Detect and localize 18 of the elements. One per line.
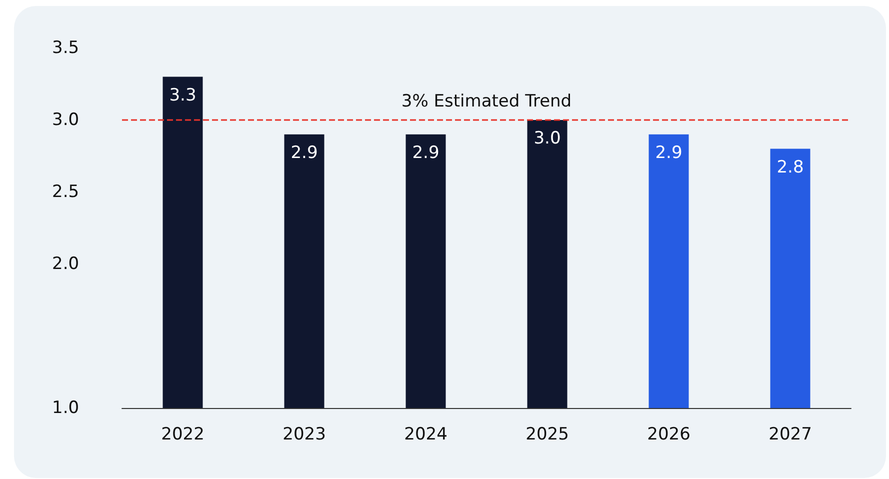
y-tick-label: 2.5 bbox=[52, 182, 80, 202]
x-tick-label: 2025 bbox=[526, 424, 569, 444]
data-label: 2.8 bbox=[776, 157, 804, 178]
x-tick-label: 2027 bbox=[768, 424, 812, 444]
y-tick-label: 2.0 bbox=[52, 254, 80, 274]
ref-line-label: 3% Estimated Trend bbox=[401, 92, 572, 112]
data-label: 3.0 bbox=[534, 128, 561, 148]
x-tick-label: 2023 bbox=[282, 424, 326, 444]
data-label: 2.9 bbox=[655, 142, 682, 163]
data-label: 2.9 bbox=[290, 142, 318, 163]
x-tick-label: 2026 bbox=[647, 424, 690, 444]
y-tick-label: 3.0 bbox=[52, 110, 80, 130]
y-tick-label: 1.0 bbox=[52, 398, 80, 418]
y-tick-label: 3.5 bbox=[52, 38, 80, 58]
data-label: 2.9 bbox=[412, 142, 440, 163]
data-label: 3.3 bbox=[169, 85, 196, 106]
x-tick-label: 2022 bbox=[161, 424, 204, 444]
x-tick-label: 2024 bbox=[404, 424, 448, 444]
